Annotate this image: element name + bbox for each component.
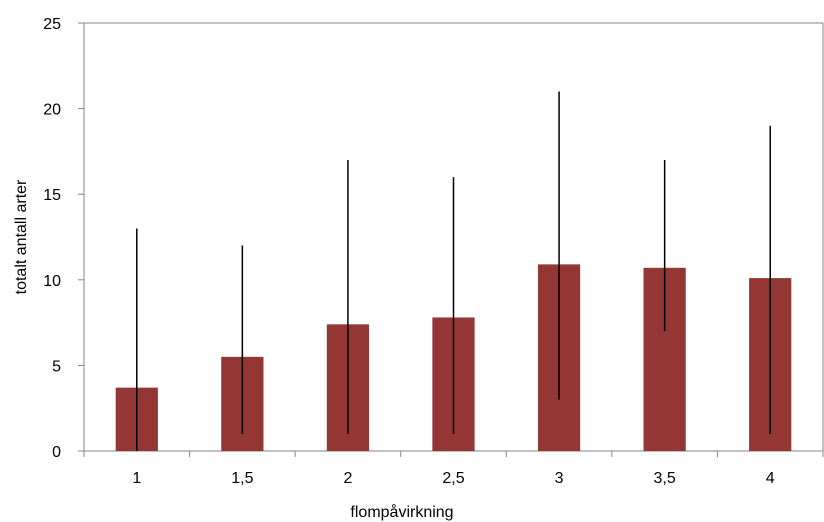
x-tick-label: 4 <box>766 470 775 487</box>
y-tick-label: 10 <box>43 273 61 290</box>
y-axis-title: totalt antall arter <box>13 179 30 294</box>
y-tick-label: 0 <box>52 444 61 461</box>
x-axis: 1 1,5 2 2,5 3 3,5 4 <box>83 450 824 487</box>
y-tick-label: 15 <box>43 187 61 204</box>
error-bars <box>136 91 771 451</box>
y-tick-label: 25 <box>43 16 61 33</box>
x-tick-label: 2,5 <box>442 470 464 487</box>
x-tick-label: 2 <box>343 470 352 487</box>
y-axis: 0 5 10 15 20 25 <box>43 16 824 461</box>
x-tick-label: 1 <box>132 470 141 487</box>
y-tick-label: 20 <box>43 102 61 119</box>
y-tick-label: 5 <box>52 358 61 375</box>
x-tick-label: 3,5 <box>654 470 676 487</box>
x-axis-title: flompåvirkning <box>350 503 453 521</box>
x-tick-label: 1,5 <box>231 470 253 487</box>
x-tick-label: 3 <box>555 470 564 487</box>
